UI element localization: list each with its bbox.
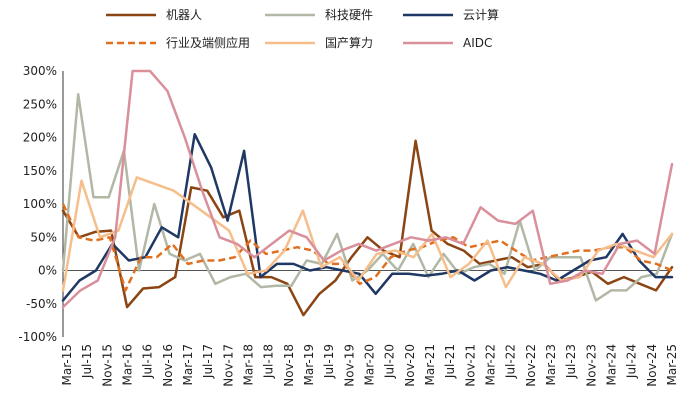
y-tick-label-300: 300% [23,64,57,78]
legend-label-6: AIDC [463,36,492,50]
x-tick-label-jul-21: Jul-21 [443,344,457,379]
legend-label-4: 行业及端侧应用 [166,35,250,50]
x-tick-label-nov-21: Nov-21 [463,344,477,387]
x-tick-label-nov-17: Nov-17 [221,344,235,387]
x-tick-label-jul-20: Jul-20 [383,344,397,379]
x-tick-label-jul-23: Jul-23 [564,344,578,379]
y-tick-label-100: 100% [23,197,57,211]
series-layer [61,69,674,317]
x-tick-label-nov-23: Nov-23 [584,344,598,387]
y-tick-label-50: -50% [26,297,57,311]
x-tick-label-jul-15: Jul-15 [80,344,94,379]
x-tick-label-nov-24: Nov-24 [645,344,659,387]
x-tick-label-nov-16: Nov-16 [161,344,175,387]
x-tick-label-mar-22: Mar-22 [484,344,498,385]
y-tick-label-100: -100% [18,330,57,344]
x-tick-label-jul-24: Jul-24 [625,344,639,379]
x-tick-label-mar-23: Mar-23 [544,344,558,385]
x-tick-label-mar-15: Mar-15 [60,344,74,385]
x-tick-label-jul-18: Jul-18 [262,344,276,379]
legend-label-2: 科技硬件 [325,8,373,22]
x-tick-label-mar-25: Mar-25 [665,344,679,385]
y-tick-label-150: 150% [23,164,57,178]
x-tick-label-mar-24: Mar-24 [605,344,619,385]
y-tick-label-250: 250% [23,97,57,111]
x-tick-label-mar-19: Mar-19 [302,344,316,385]
x-tick-label-nov-22: Nov-22 [524,344,538,387]
x-tick-label-nov-20: Nov-20 [403,344,417,387]
x-tick-label-jul-16: Jul-16 [141,344,155,379]
legend-label-3: 云计算 [463,7,499,22]
x-tick-label-mar-17: Mar-17 [181,344,195,385]
series-line-6 [61,69,674,309]
x-tick-label-nov-19: Nov-19 [342,344,356,387]
y-tick-label-200: 200% [23,131,57,145]
x-axis: Mar-15 Jul-15 Nov-15 Mar-16 Jul-16 Nov-16 Mar-… [60,270,679,387]
y-tick-label-0: 0% [38,264,57,278]
x-tick-label-nov-15: Nov-15 [100,344,114,387]
y-tick-label-50: 50% [30,230,57,244]
x-tick-label-mar-20: Mar-20 [363,344,377,385]
x-tick-label-jul-22: Jul-22 [504,344,518,379]
x-tick-label-mar-16: Mar-16 [121,344,135,385]
x-tick-label-jul-17: Jul-17 [201,344,215,379]
x-tick-label-jul-19: Jul-19 [322,344,336,379]
legend-label-1: 机器人 [166,8,202,22]
x-tick-label-mar-21: Mar-21 [423,344,437,385]
series-line-2 [61,93,674,302]
legend-label-5: 国产算力 [325,35,373,50]
series-line-3 [61,132,674,302]
series-line-4 [61,203,673,292]
x-tick-label-mar-18: Mar-18 [242,344,256,385]
y-axis: -100% -50% 0% 50% 100% 150% 200% 250% 300% [18,64,64,344]
x-tick-label-nov-18: Nov-18 [282,344,296,387]
series-line-1 [61,139,674,317]
